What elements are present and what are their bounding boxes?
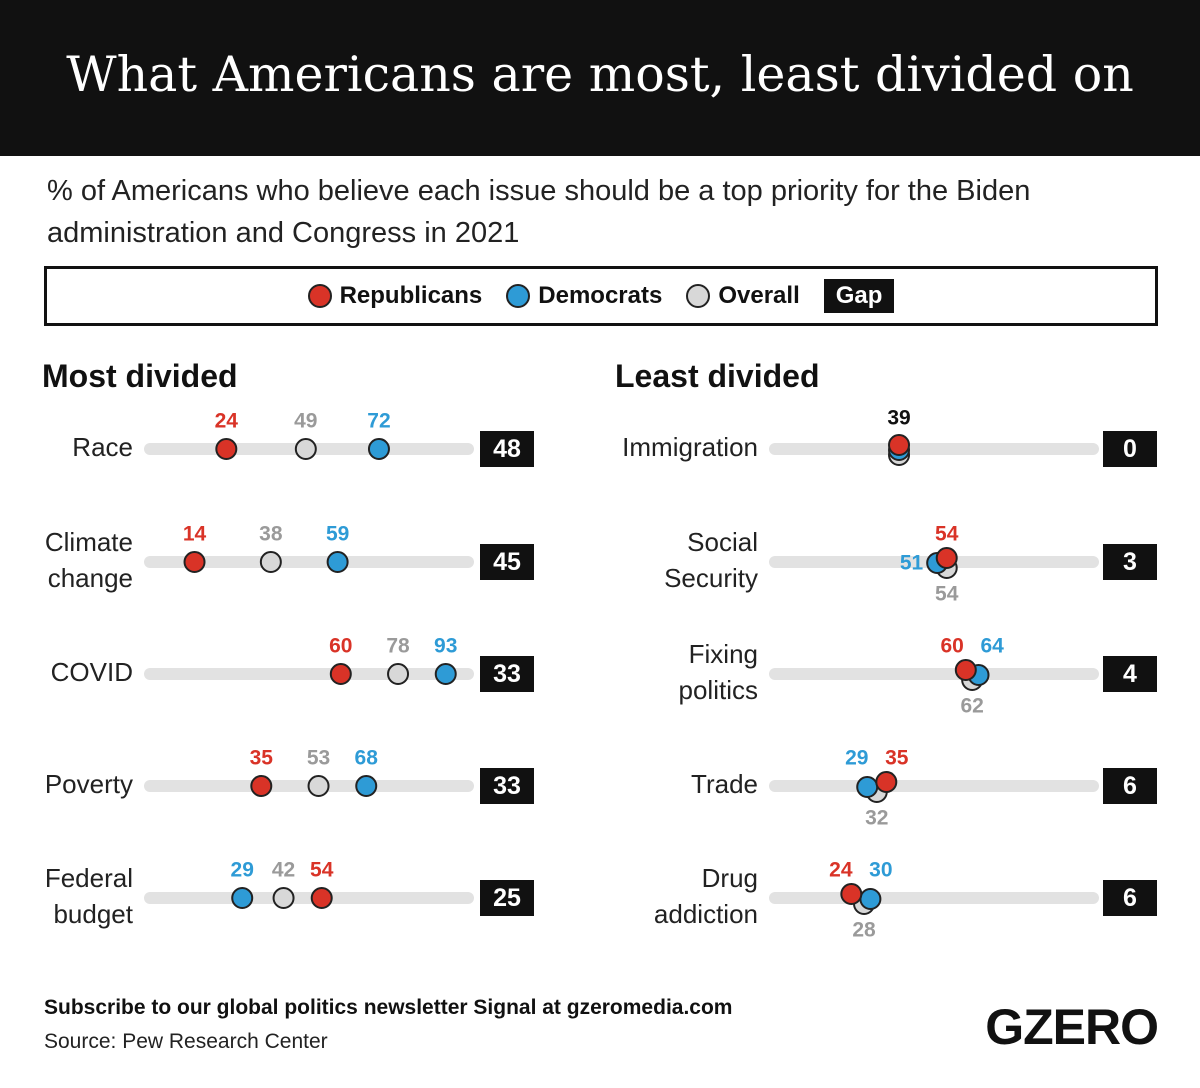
dot <box>840 883 863 905</box>
value-label: 14 <box>183 523 207 546</box>
legend-swatch <box>506 284 531 308</box>
value-label: 24 <box>215 410 239 433</box>
dot <box>259 551 282 573</box>
value-label: 59 <box>326 523 349 546</box>
value-label: 39 <box>887 407 910 430</box>
category-label: Poverty <box>44 769 133 799</box>
dot <box>859 888 882 910</box>
gap-value: 0 <box>1103 431 1157 467</box>
gap-value: 25 <box>480 880 534 916</box>
value-label: 38 <box>259 523 283 546</box>
category-label: Social Security <box>664 527 758 593</box>
value-label: 54 <box>935 523 959 546</box>
gap-value: 33 <box>480 768 534 804</box>
dot <box>326 551 349 573</box>
category-label: COVID <box>50 657 133 687</box>
dot <box>231 887 254 909</box>
dot <box>215 438 238 460</box>
category-label: Federal budget <box>44 863 133 929</box>
dot <box>272 887 295 909</box>
value-label: 60 <box>940 635 963 658</box>
dot <box>367 438 390 460</box>
legend-item: Democrats <box>506 282 662 310</box>
legend-gap: Gap <box>823 279 895 313</box>
gap-value: 6 <box>1103 880 1157 916</box>
legend-label: Republicans <box>339 282 483 309</box>
value-label: 93 <box>434 635 457 658</box>
legend-swatch <box>686 284 711 308</box>
value-label: 30 <box>869 859 892 882</box>
gap-value: 4 <box>1103 656 1157 692</box>
gap-value: 45 <box>480 544 534 580</box>
dot <box>250 775 273 797</box>
gap-value: 3 <box>1103 544 1157 580</box>
legend-label: Overall <box>718 282 800 309</box>
dot <box>434 663 457 685</box>
value-label: 78 <box>386 635 410 658</box>
legend-swatch <box>307 284 332 308</box>
dot <box>954 659 977 681</box>
newsletter: Subscribe to our global politics newslet… <box>44 996 733 1019</box>
value-label: 24 <box>829 859 853 882</box>
gap-value: 33 <box>480 656 534 692</box>
legend: Republicans Democrats Overall Gap <box>44 266 1158 326</box>
title: What Americans are most, least divided o… <box>66 46 1134 103</box>
title-bar <box>0 0 1200 156</box>
value-label: 35 <box>885 747 909 770</box>
value-label: 72 <box>367 410 390 433</box>
panel-title: Least divided <box>615 358 820 394</box>
value-label: 28 <box>852 919 876 942</box>
legend-item: Republicans <box>307 282 483 310</box>
dot <box>329 663 352 685</box>
value-label: 35 <box>250 747 274 770</box>
category-label: Fixing politics <box>678 639 758 705</box>
value-label: 60 <box>329 635 352 658</box>
dot <box>183 551 206 573</box>
value-label: 42 <box>272 859 295 882</box>
value-label: 54 <box>310 859 334 882</box>
dot <box>387 663 410 685</box>
value-label: 29 <box>845 747 868 770</box>
dot <box>856 776 879 798</box>
dot <box>355 775 378 797</box>
category-label: Trade <box>691 769 758 799</box>
value-label: 29 <box>231 859 254 882</box>
dot <box>888 434 911 456</box>
value-label: 54 <box>935 583 959 606</box>
subtitle: % of Americans who believe each issue sh… <box>47 175 1031 249</box>
legend-item: Overall <box>686 282 800 310</box>
category-label: Climate change <box>44 527 133 593</box>
category-label: Race <box>72 432 133 462</box>
dot <box>310 887 333 909</box>
logo: GZERO <box>985 999 1159 1055</box>
value-label: 62 <box>960 695 983 718</box>
dot <box>935 547 958 569</box>
value-label: 32 <box>865 807 888 830</box>
category-label: Immigration <box>622 432 758 462</box>
value-label: 51 <box>900 552 924 575</box>
gap-value: 6 <box>1103 768 1157 804</box>
value-label: 49 <box>294 410 317 433</box>
panel-title: Most divided <box>42 358 238 394</box>
value-label: 53 <box>307 747 330 770</box>
source: Source: Pew Research Center <box>44 1030 328 1053</box>
value-label: 64 <box>980 635 1004 658</box>
value-label: 68 <box>355 747 379 770</box>
dot <box>875 771 898 793</box>
dot <box>294 438 317 460</box>
category-label: Drug addiction <box>653 863 758 929</box>
legend-label: Democrats <box>538 282 663 309</box>
gap-value: 48 <box>480 431 534 467</box>
dot <box>307 775 330 797</box>
